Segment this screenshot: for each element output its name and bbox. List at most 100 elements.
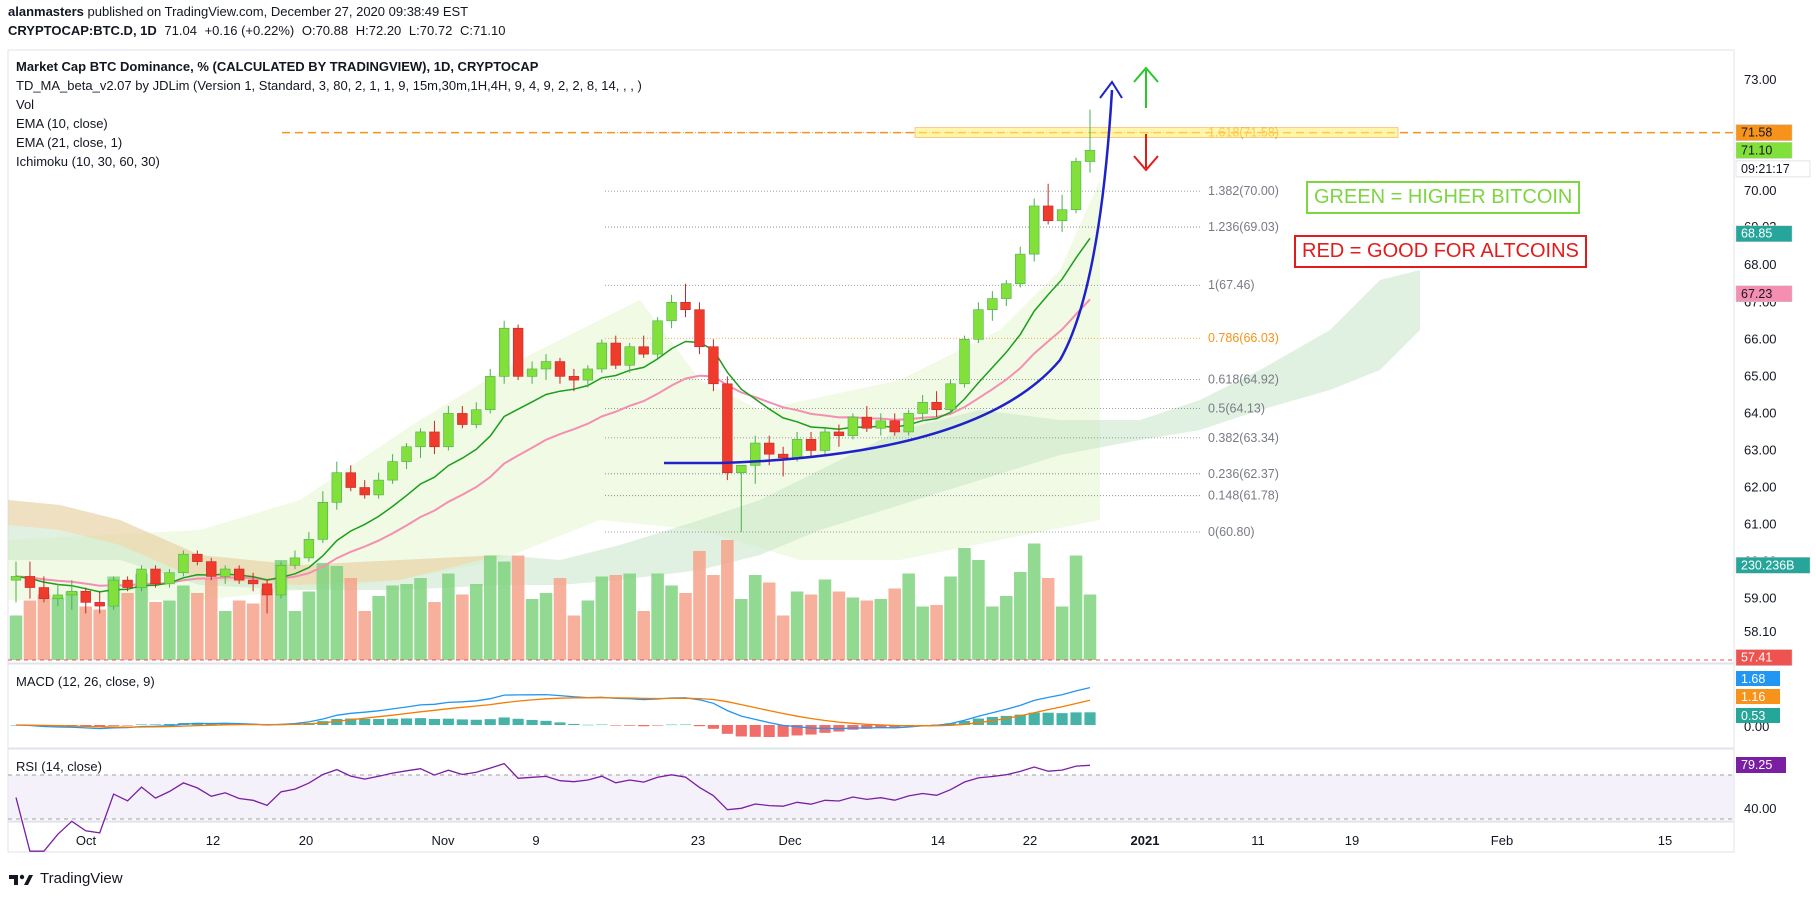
candle-body xyxy=(791,439,803,459)
legend-td-ma[interactable]: TD_MA_beta_v2.07 by JDLim (Version 1, St… xyxy=(16,78,642,93)
candle-body xyxy=(387,461,398,481)
candle-body xyxy=(931,402,942,411)
macd-histogram-bar xyxy=(749,725,761,737)
volume-bar xyxy=(483,555,497,660)
candle-body xyxy=(331,472,342,503)
candle-body xyxy=(373,479,384,496)
macd-tag-text: 1.16 xyxy=(1741,690,1765,704)
price-tick-label: 64.00 xyxy=(1744,405,1777,420)
candle-body xyxy=(554,361,566,377)
high-label: H: xyxy=(355,23,369,38)
candle-body xyxy=(38,587,50,599)
price-tag-bg xyxy=(1735,160,1811,178)
tradingview-footer[interactable]: TradingView xyxy=(8,870,123,887)
macd-histogram-bar xyxy=(554,722,566,725)
candle-body xyxy=(206,561,217,577)
macd-histogram-bar xyxy=(735,725,747,737)
price-tick-label: 61.00 xyxy=(1744,517,1777,532)
macd-histogram-bar xyxy=(526,719,538,725)
macd-histogram-bar xyxy=(861,725,873,729)
price-tags: 71.58 71.10 09:21:17 68.85 67.23 230.236B 57.4… xyxy=(1735,124,1811,666)
candle-body xyxy=(108,579,119,607)
volume-bar xyxy=(65,591,79,660)
macd-histogram-bar xyxy=(972,718,984,725)
candle-body xyxy=(889,420,900,433)
author[interactable]: alanmasters xyxy=(8,4,84,19)
volume-bar xyxy=(693,551,706,660)
rsi-band xyxy=(8,775,1734,819)
macd-histogram-bar xyxy=(400,718,413,725)
candle-body xyxy=(66,590,77,596)
candle-body xyxy=(819,431,831,451)
volume-bar xyxy=(958,548,971,660)
macd-histogram-bar xyxy=(624,725,636,726)
macd-label[interactable]: MACD (12, 26, close, 9) xyxy=(16,674,155,689)
candle-body xyxy=(178,553,189,574)
volume-bar xyxy=(260,588,274,660)
time-tick-label: Dec xyxy=(778,833,802,848)
macd-histogram-bar xyxy=(205,723,217,725)
volume-bar xyxy=(972,560,985,660)
macd-histogram-bar xyxy=(414,718,427,725)
candle-body xyxy=(764,442,775,455)
legend-ema10[interactable]: EMA (10, close) xyxy=(16,116,108,131)
candle-body xyxy=(317,502,329,540)
volume-bar xyxy=(790,591,804,660)
candle-body xyxy=(233,568,245,581)
candle-body xyxy=(52,594,64,599)
candle-body xyxy=(526,368,538,377)
candle-body xyxy=(610,342,621,366)
candle-body xyxy=(471,409,482,425)
volume-bar xyxy=(609,575,623,660)
candle-body xyxy=(1029,205,1040,255)
macd-histogram-bar xyxy=(1084,712,1096,725)
legend-ema21[interactable]: EMA (21, close, 1) xyxy=(16,135,123,150)
volume-bar xyxy=(37,594,51,660)
macd-tag-text: 1.68 xyxy=(1741,672,1765,686)
legend-ichimoku[interactable]: Ichimoku (10, 30, 60, 30) xyxy=(16,154,160,169)
macd-histogram-bar xyxy=(387,718,399,725)
volume-bar xyxy=(497,561,511,660)
fib-label: 0.786(66.03) xyxy=(1208,331,1279,345)
fibonacci-levels: 1.618(71.58)1.382(70.00)1.236(69.03)1(67… xyxy=(605,126,1279,539)
rsi-label[interactable]: RSI (14, close) xyxy=(16,759,102,774)
legend-vol[interactable]: Vol xyxy=(16,97,35,112)
price-tag-bg xyxy=(1735,225,1793,242)
rsi-axis-label: 40.00 xyxy=(1744,801,1777,816)
macd-histogram-bar xyxy=(1056,713,1068,725)
fib-label: 0.382(63.34) xyxy=(1208,431,1279,445)
candle-body xyxy=(94,602,105,607)
volume-bar xyxy=(93,609,106,660)
candle-body xyxy=(777,453,789,459)
volume-bar xyxy=(9,615,23,660)
volume-bar xyxy=(344,578,358,660)
fib-label: 0.148(61.78) xyxy=(1208,489,1279,503)
candle-body xyxy=(457,413,468,425)
volume-bar xyxy=(930,605,943,660)
volume-bar xyxy=(721,540,734,660)
macd-histogram-bar xyxy=(345,718,357,725)
candle-body xyxy=(136,568,147,588)
rsi-tag-text: 79.25 xyxy=(1741,758,1772,772)
volume-bar xyxy=(163,600,176,660)
candle-body xyxy=(10,576,22,581)
time-axis[interactable]: Oct 12 20 Nov 9 23 Dec 14 22 2021 11 19 Feb 15 xyxy=(76,833,1672,848)
candle-body xyxy=(345,472,356,488)
volume-bar xyxy=(1055,606,1069,660)
volume-bar xyxy=(288,611,302,660)
macd-histogram-bar xyxy=(1070,712,1082,725)
volume-bar xyxy=(651,573,664,660)
candlesticks xyxy=(10,109,1096,614)
time-tick-label: Feb xyxy=(1491,833,1513,848)
time-tick-label: 9 xyxy=(532,833,539,848)
candle-body xyxy=(1001,283,1012,299)
volume-bar xyxy=(386,585,399,660)
candle-body xyxy=(164,572,175,585)
change: +0.16 (+0.22%) xyxy=(204,23,295,38)
price-tag-text: 230.236B xyxy=(1741,558,1795,572)
volume-bar xyxy=(372,596,385,660)
macd-histogram-bar xyxy=(1000,715,1012,725)
macd-histogram-bar xyxy=(652,725,664,726)
time-tick-label: Nov xyxy=(431,833,455,848)
